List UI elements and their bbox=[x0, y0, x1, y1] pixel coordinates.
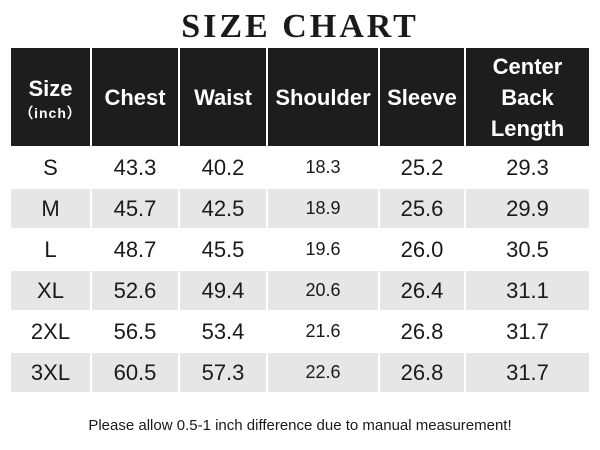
cell-shoulder: 18.9 bbox=[268, 189, 378, 228]
cell-shoulder: 21.6 bbox=[268, 312, 378, 351]
table-row: 2XL 56.5 53.4 21.6 26.8 31.7 bbox=[11, 312, 589, 351]
header-center-back-line2: Back bbox=[501, 84, 554, 110]
measurement-note: Please allow 0.5-1 inch difference due t… bbox=[88, 417, 512, 434]
table-header: Size （inch） Chest Waist Shoulder Sleeve … bbox=[11, 48, 589, 146]
cell-center-back-length: 31.7 bbox=[466, 312, 589, 351]
cell-chest: 52.6 bbox=[92, 271, 178, 310]
header-size-label: Size bbox=[28, 75, 73, 101]
header-sleeve: Sleeve bbox=[380, 48, 464, 146]
header-shoulder: Shoulder bbox=[268, 48, 378, 146]
page-title: SIZE CHART bbox=[181, 8, 419, 45]
cell-shoulder: 18.3 bbox=[268, 148, 378, 187]
cell-sleeve: 26.8 bbox=[380, 353, 464, 392]
cell-size: M bbox=[11, 189, 90, 228]
cell-center-back-length: 30.5 bbox=[466, 230, 589, 269]
cell-sleeve: 26.0 bbox=[380, 230, 464, 269]
table-row: M 45.7 42.5 18.9 25.6 29.9 bbox=[11, 189, 589, 228]
cell-waist: 45.5 bbox=[180, 230, 266, 269]
header-waist: Waist bbox=[180, 48, 266, 146]
cell-center-back-length: 31.1 bbox=[466, 271, 589, 310]
cell-waist: 53.4 bbox=[180, 312, 266, 351]
table-row: XL 52.6 49.4 20.6 26.4 31.1 bbox=[11, 271, 589, 310]
cell-size: S bbox=[11, 148, 90, 187]
cell-sleeve: 26.4 bbox=[380, 271, 464, 310]
cell-chest: 45.7 bbox=[92, 189, 178, 228]
cell-size: 3XL bbox=[11, 353, 90, 392]
header-center-back-line1: Center bbox=[492, 53, 563, 79]
cell-chest: 48.7 bbox=[92, 230, 178, 269]
cell-sleeve: 26.8 bbox=[380, 312, 464, 351]
header-size: Size （inch） bbox=[11, 48, 90, 146]
size-chart-table: Size （inch） Chest Waist Shoulder Sleeve … bbox=[11, 48, 589, 443]
header-center-back-line3: Length bbox=[490, 115, 565, 141]
table-row: L 48.7 45.5 19.6 26.0 30.5 bbox=[11, 230, 589, 269]
cell-waist: 42.5 bbox=[180, 189, 266, 228]
cell-size: L bbox=[11, 230, 90, 269]
table-row: 3XL 60.5 57.3 22.6 26.8 31.7 bbox=[11, 353, 589, 392]
table-body: S 43.3 40.2 18.3 25.2 29.3 M 45.7 42.5 1… bbox=[11, 148, 589, 394]
cell-center-back-length: 31.7 bbox=[466, 353, 589, 392]
header-size-unit: （inch） bbox=[19, 104, 82, 121]
cell-center-back-length: 29.9 bbox=[466, 189, 589, 228]
cell-waist: 49.4 bbox=[180, 271, 266, 310]
header-chest: Chest bbox=[92, 48, 178, 146]
cell-sleeve: 25.2 bbox=[380, 148, 464, 187]
cell-sleeve: 25.6 bbox=[380, 189, 464, 228]
cell-shoulder: 22.6 bbox=[268, 353, 378, 392]
header-center-back-length: Center Back Length bbox=[466, 48, 589, 146]
cell-center-back-length: 29.3 bbox=[466, 148, 589, 187]
table-row: S 43.3 40.2 18.3 25.2 29.3 bbox=[11, 148, 589, 187]
cell-size: 2XL bbox=[11, 312, 90, 351]
cell-waist: 40.2 bbox=[180, 148, 266, 187]
cell-chest: 43.3 bbox=[92, 148, 178, 187]
cell-chest: 60.5 bbox=[92, 353, 178, 392]
cell-shoulder: 20.6 bbox=[268, 271, 378, 310]
cell-size: XL bbox=[11, 271, 90, 310]
cell-waist: 57.3 bbox=[180, 353, 266, 392]
cell-shoulder: 19.6 bbox=[268, 230, 378, 269]
cell-chest: 56.5 bbox=[92, 312, 178, 351]
